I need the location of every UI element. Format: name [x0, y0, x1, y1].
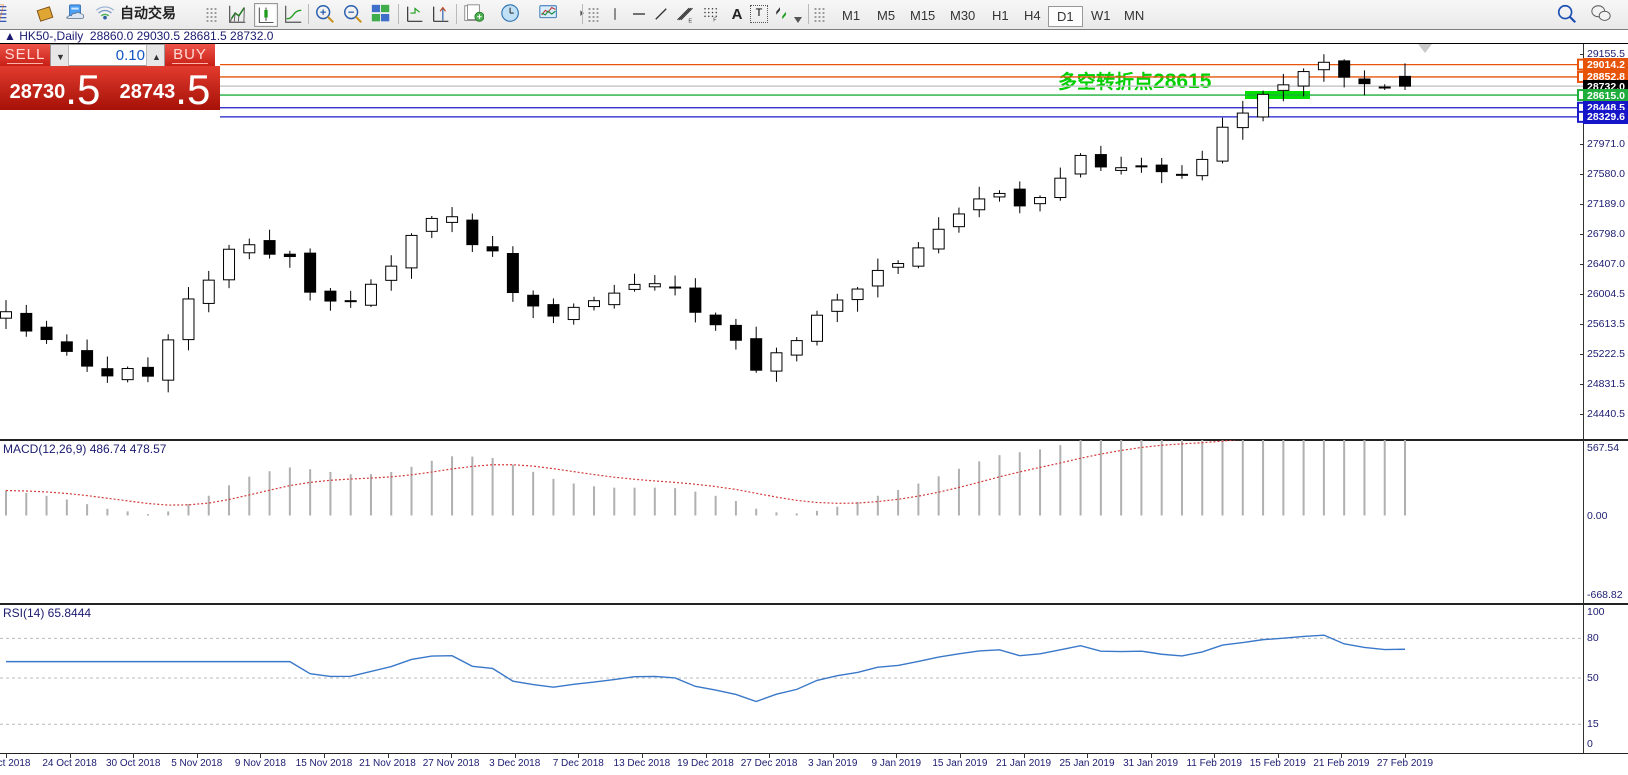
svg-text:F: F [713, 18, 716, 24]
svg-text:E: E [688, 18, 692, 24]
